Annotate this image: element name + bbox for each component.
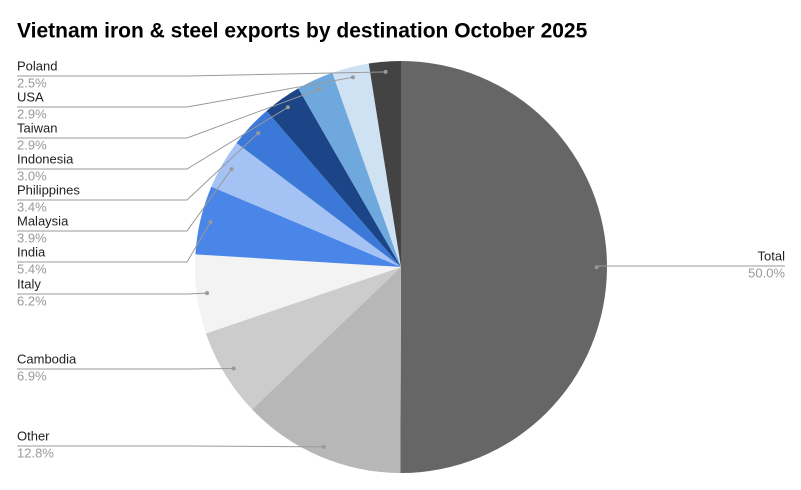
leader-dot <box>594 265 599 270</box>
slice-label: Philippines <box>17 182 80 197</box>
slice-label: Indonesia <box>17 151 74 166</box>
slice-label: USA <box>17 89 44 104</box>
pie-slice <box>368 61 401 267</box>
leader-line <box>17 221 211 263</box>
leader-dot <box>350 75 355 80</box>
pie-slice <box>194 254 401 334</box>
leader-dot <box>208 220 213 225</box>
value-label: 3.0% <box>17 168 47 183</box>
value-label: 2.5% <box>17 75 47 90</box>
pie-slice <box>252 267 401 473</box>
pie-slice <box>211 142 401 267</box>
leader-dot <box>383 69 388 74</box>
slice-label: Cambodia <box>17 351 77 366</box>
value-label: 5.4% <box>17 261 47 276</box>
pie-slice <box>206 267 401 410</box>
slice-label: Poland <box>17 58 57 73</box>
pie-slice <box>195 186 401 267</box>
slice-label: Total <box>758 248 786 263</box>
pie-slice <box>236 110 401 267</box>
leader-dot <box>231 366 236 371</box>
value-label: 50.0% <box>748 265 785 280</box>
leader-line <box>17 292 208 295</box>
pie-slice <box>400 61 608 473</box>
leader-line <box>17 76 353 108</box>
value-label: 2.9% <box>17 137 47 152</box>
value-label: 2.9% <box>17 106 47 121</box>
leader-line <box>17 71 386 77</box>
leader-dot <box>285 105 290 110</box>
value-label: 6.9% <box>17 368 47 383</box>
chart-title: Vietnam iron & steel exports by destinat… <box>17 20 588 43</box>
slice-label: India <box>17 244 46 259</box>
value-label: 6.2% <box>17 293 47 308</box>
leader-dot <box>229 167 234 172</box>
leader-dot <box>317 87 322 92</box>
leader-line <box>17 168 232 232</box>
value-label: 3.4% <box>17 199 47 214</box>
value-label: 3.9% <box>17 230 47 245</box>
pie-slice <box>266 88 401 267</box>
leader-dot <box>321 444 326 449</box>
slice-label: Malaysia <box>17 213 69 228</box>
leader-line <box>17 132 259 201</box>
leader-line <box>17 106 289 170</box>
leader-line <box>17 88 320 139</box>
leader-line <box>17 445 324 448</box>
slice-label: Taiwan <box>17 120 57 135</box>
pie-slice <box>332 63 401 267</box>
leader-dot <box>205 291 210 296</box>
leader-dot <box>256 131 261 136</box>
slice-label: Other <box>17 428 50 443</box>
value-label: 12.8% <box>17 445 54 460</box>
pie-slice <box>298 72 401 267</box>
slice-label: Italy <box>17 276 41 291</box>
